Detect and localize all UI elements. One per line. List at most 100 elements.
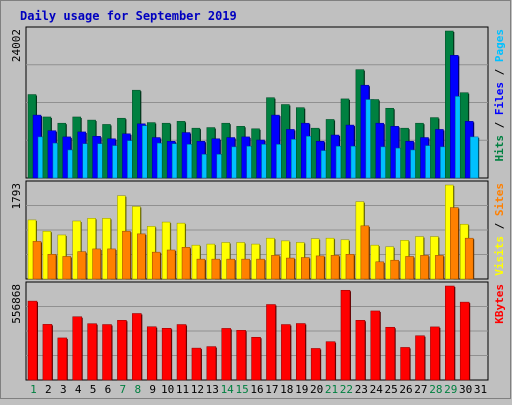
bar-kbytes-day-5 <box>87 323 97 381</box>
bar-sites-day-20 <box>315 255 325 280</box>
x-tick-label: 29 <box>444 383 457 396</box>
bar-kbytes-day-17 <box>266 304 276 381</box>
x-tick-label: 23 <box>355 383 368 396</box>
bar-kbytes-day-1 <box>27 300 38 381</box>
bar-kbytes-day-24 <box>370 310 381 381</box>
bar-sites-day-23 <box>360 225 370 280</box>
bar-sites-day-29 <box>450 207 459 280</box>
bar-sites-day-15 <box>241 258 250 280</box>
legend-entry-kbytes: KBytes <box>493 284 506 324</box>
bar-kbytes-day-23 <box>355 320 366 381</box>
x-tick-label: 14 <box>221 383 235 396</box>
bar-kbytes-day-29 <box>445 285 455 381</box>
bar-sites-day-7 <box>122 230 131 280</box>
x-tick-label: 3 <box>60 383 67 396</box>
x-tick-label: 16 <box>250 383 263 396</box>
bar-visits-day-6 <box>102 218 111 280</box>
legend-entry-sites: Sites <box>493 183 506 216</box>
panel-kbytes: 556868 KBytes <box>10 281 506 381</box>
bar-kbytes-day-8 <box>132 313 142 381</box>
y-max-label: 556868 <box>10 284 23 324</box>
x-tick-label: 28 <box>429 383 442 396</box>
x-tick-label: 24 <box>370 383 384 396</box>
bar-sites-day-19 <box>301 257 310 280</box>
bar-kbytes-day-7 <box>117 320 127 381</box>
x-tick-label: 19 <box>295 383 308 396</box>
x-axis-day-labels: 1 2 3 4 5 6 7 8 9 10 11 12 13 14 15 16 17 18 19 20 21 22 23 24 2… <box>30 383 487 396</box>
x-tick-label: 15 <box>235 383 248 396</box>
bar-kbytes-day-19 <box>296 323 306 381</box>
bar-sites-day-22 <box>345 254 355 280</box>
bar-visits-day-5 <box>87 218 96 280</box>
bar-kbytes-day-3 <box>57 337 68 381</box>
bar-kbytes-day-2 <box>42 324 53 381</box>
x-tick-label: 4 <box>75 383 82 396</box>
x-tick-label: 7 <box>120 383 127 396</box>
x-tick-label: 2 <box>45 383 52 396</box>
bar-sites-day-9 <box>151 251 161 280</box>
bar-sites-day-2 <box>47 254 57 280</box>
x-tick-label: 5 <box>90 383 97 396</box>
legend-separator: / <box>493 216 506 236</box>
bar-kbytes-day-4 <box>72 316 82 381</box>
bar-kbytes-day-26 <box>400 347 410 381</box>
bar-sites-day-17 <box>271 255 280 280</box>
x-tick-label: 20 <box>310 383 323 396</box>
x-tick-label: 31 <box>474 383 487 396</box>
x-tick-label: 18 <box>280 383 293 396</box>
bar-sites-day-6 <box>107 248 116 280</box>
bar-kbytes-day-30 <box>459 301 470 381</box>
x-tick-label: 11 <box>176 383 189 396</box>
bar-sites-day-12 <box>196 258 206 280</box>
bar-sites-day-14 <box>226 258 235 280</box>
y-max-label: 24002 <box>10 29 23 62</box>
bar-sites-day-5 <box>92 248 101 280</box>
bar-sites-day-16 <box>256 258 265 280</box>
x-tick-label: 26 <box>399 383 412 396</box>
bar-sites-day-18 <box>286 257 295 280</box>
x-tick-label: 10 <box>161 383 174 396</box>
bar-kbytes-day-25 <box>385 326 395 381</box>
bar-kbytes-day-21 <box>325 341 336 381</box>
bar-visits-day-4 <box>72 220 81 280</box>
legend-separator: / <box>493 62 506 82</box>
bar-sites-day-24 <box>375 261 385 280</box>
bar-kbytes-day-10 <box>161 327 172 381</box>
x-tick-label: 21 <box>325 383 338 396</box>
x-tick-label: 6 <box>105 383 112 396</box>
series-legend: Visits / Sites <box>493 183 506 276</box>
x-tick-label: 12 <box>191 383 204 396</box>
y-max-label: 1793 <box>10 183 23 210</box>
bar-sites-day-25 <box>390 259 399 280</box>
legend-entry-hits: Hits <box>493 135 506 162</box>
bar-kbytes-day-6 <box>102 324 112 381</box>
x-tick-label: 13 <box>206 383 219 396</box>
x-tick-label: 17 <box>265 383 278 396</box>
bar-kbytes-day-18 <box>281 324 291 381</box>
bar-kbytes-day-15 <box>236 330 246 381</box>
bar-sites-day-4 <box>77 251 86 280</box>
bar-kbytes-day-13 <box>206 346 217 381</box>
bar-sites-day-21 <box>330 255 340 280</box>
bar-kbytes-day-14 <box>221 328 231 381</box>
bar-sites-day-1 <box>32 241 42 280</box>
series-legend: KBytes <box>493 284 506 324</box>
bar-kbytes-day-28 <box>430 326 440 381</box>
x-tick-label: 30 <box>459 383 472 396</box>
legend-separator: / <box>493 115 506 135</box>
legend-entry-pages: Pages <box>493 29 506 62</box>
bar-kbytes-day-12 <box>191 347 202 381</box>
bar-sites-day-28 <box>435 255 444 280</box>
chart-title: Daily usage for September 2019 <box>20 9 237 23</box>
bar-kbytes-day-20 <box>310 348 321 381</box>
x-tick-label: 25 <box>385 383 398 396</box>
bar-sites-day-11 <box>181 247 191 280</box>
bar-sites-day-8 <box>137 233 146 280</box>
bar-sites-day-30 <box>464 237 474 280</box>
bar-sites-day-27 <box>420 255 429 280</box>
bar-sites-day-10 <box>166 249 176 280</box>
bar-pages-day-30 <box>469 136 479 179</box>
panel-sites-visits: 1793 Visits / Sites <box>10 180 506 280</box>
bar-kbytes-day-11 <box>176 324 187 381</box>
